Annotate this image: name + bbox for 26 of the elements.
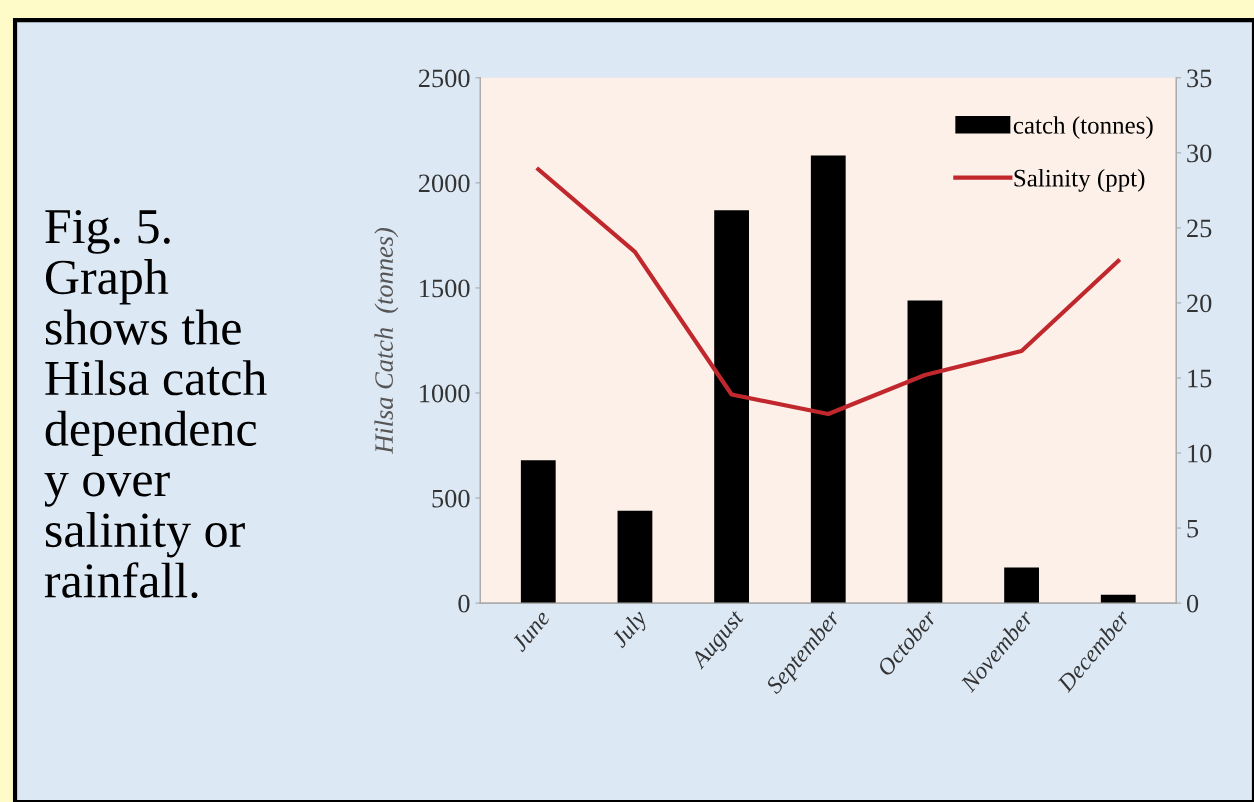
y2-tick-label: 35 bbox=[1187, 69, 1212, 88]
legend-label: catch (tonnes) bbox=[1013, 116, 1153, 139]
y2-tick-label: 5 bbox=[1187, 519, 1199, 538]
x-tick-label: July bbox=[609, 607, 652, 652]
y2-tick-label: 15 bbox=[1188, 369, 1212, 388]
y2-tick-label: 30 bbox=[1187, 144, 1212, 163]
y-tick-label: 2000 bbox=[418, 174, 470, 193]
y2-tick-label: 25 bbox=[1187, 219, 1212, 238]
y-tick-label: 1000 bbox=[420, 384, 470, 403]
bar bbox=[907, 300, 943, 604]
legend-label: Salinity (ppt) bbox=[1014, 169, 1145, 192]
y2-tick-label: 20 bbox=[1187, 294, 1212, 313]
bar bbox=[520, 460, 556, 604]
y-tick-label: 2500 bbox=[418, 69, 470, 88]
y2-tick-label: 10 bbox=[1188, 444, 1212, 463]
caption: Fig. 5. Graph shows the Hilsa catch dependenc y over salinity or rainfall. bbox=[44, 209, 267, 599]
y-axis-title: Hilsa Catch (tonnes) bbox=[374, 228, 399, 454]
bar bbox=[617, 510, 653, 604]
bar bbox=[1004, 567, 1039, 604]
y-tick-label: 1500 bbox=[420, 279, 470, 298]
x-tick-label: June bbox=[510, 608, 551, 653]
bar bbox=[810, 155, 846, 604]
y-tick-label: 500 bbox=[432, 489, 470, 508]
y-tick-label: 0 bbox=[458, 594, 470, 613]
y2-tick-label: 0 bbox=[1186, 594, 1199, 613]
bar bbox=[714, 210, 749, 604]
